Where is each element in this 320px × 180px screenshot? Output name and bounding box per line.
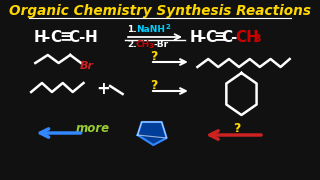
- Text: 2: 2: [166, 24, 171, 30]
- Text: ≡: ≡: [60, 30, 72, 44]
- Text: H: H: [84, 30, 97, 44]
- Text: C: C: [221, 30, 233, 44]
- Text: H: H: [190, 30, 203, 44]
- Text: -: -: [230, 30, 236, 44]
- Text: H: H: [34, 30, 46, 44]
- Text: ?: ?: [233, 122, 241, 134]
- Text: -Br: -Br: [153, 39, 168, 48]
- Text: -: -: [44, 30, 50, 44]
- Text: CH: CH: [136, 39, 150, 48]
- Text: Organic Chemistry Synthesis Reactions: Organic Chemistry Synthesis Reactions: [9, 4, 311, 18]
- Text: ?: ?: [150, 50, 157, 62]
- Text: 2.: 2.: [127, 39, 136, 48]
- Text: -: -: [78, 30, 84, 44]
- Text: NaNH: NaNH: [136, 24, 165, 33]
- Text: CH: CH: [236, 30, 260, 44]
- Text: C: C: [205, 30, 216, 44]
- Text: more: more: [75, 122, 109, 134]
- Polygon shape: [138, 122, 167, 145]
- Text: 3: 3: [253, 34, 261, 44]
- Text: C: C: [50, 30, 61, 44]
- Text: Br: Br: [79, 61, 93, 71]
- Text: C: C: [68, 30, 80, 44]
- Text: +: +: [96, 80, 110, 98]
- Text: ?: ?: [150, 78, 157, 91]
- Text: 3: 3: [148, 43, 153, 49]
- Text: 1.: 1.: [127, 24, 136, 33]
- Text: -: -: [199, 30, 205, 44]
- Text: ≡: ≡: [213, 30, 226, 44]
